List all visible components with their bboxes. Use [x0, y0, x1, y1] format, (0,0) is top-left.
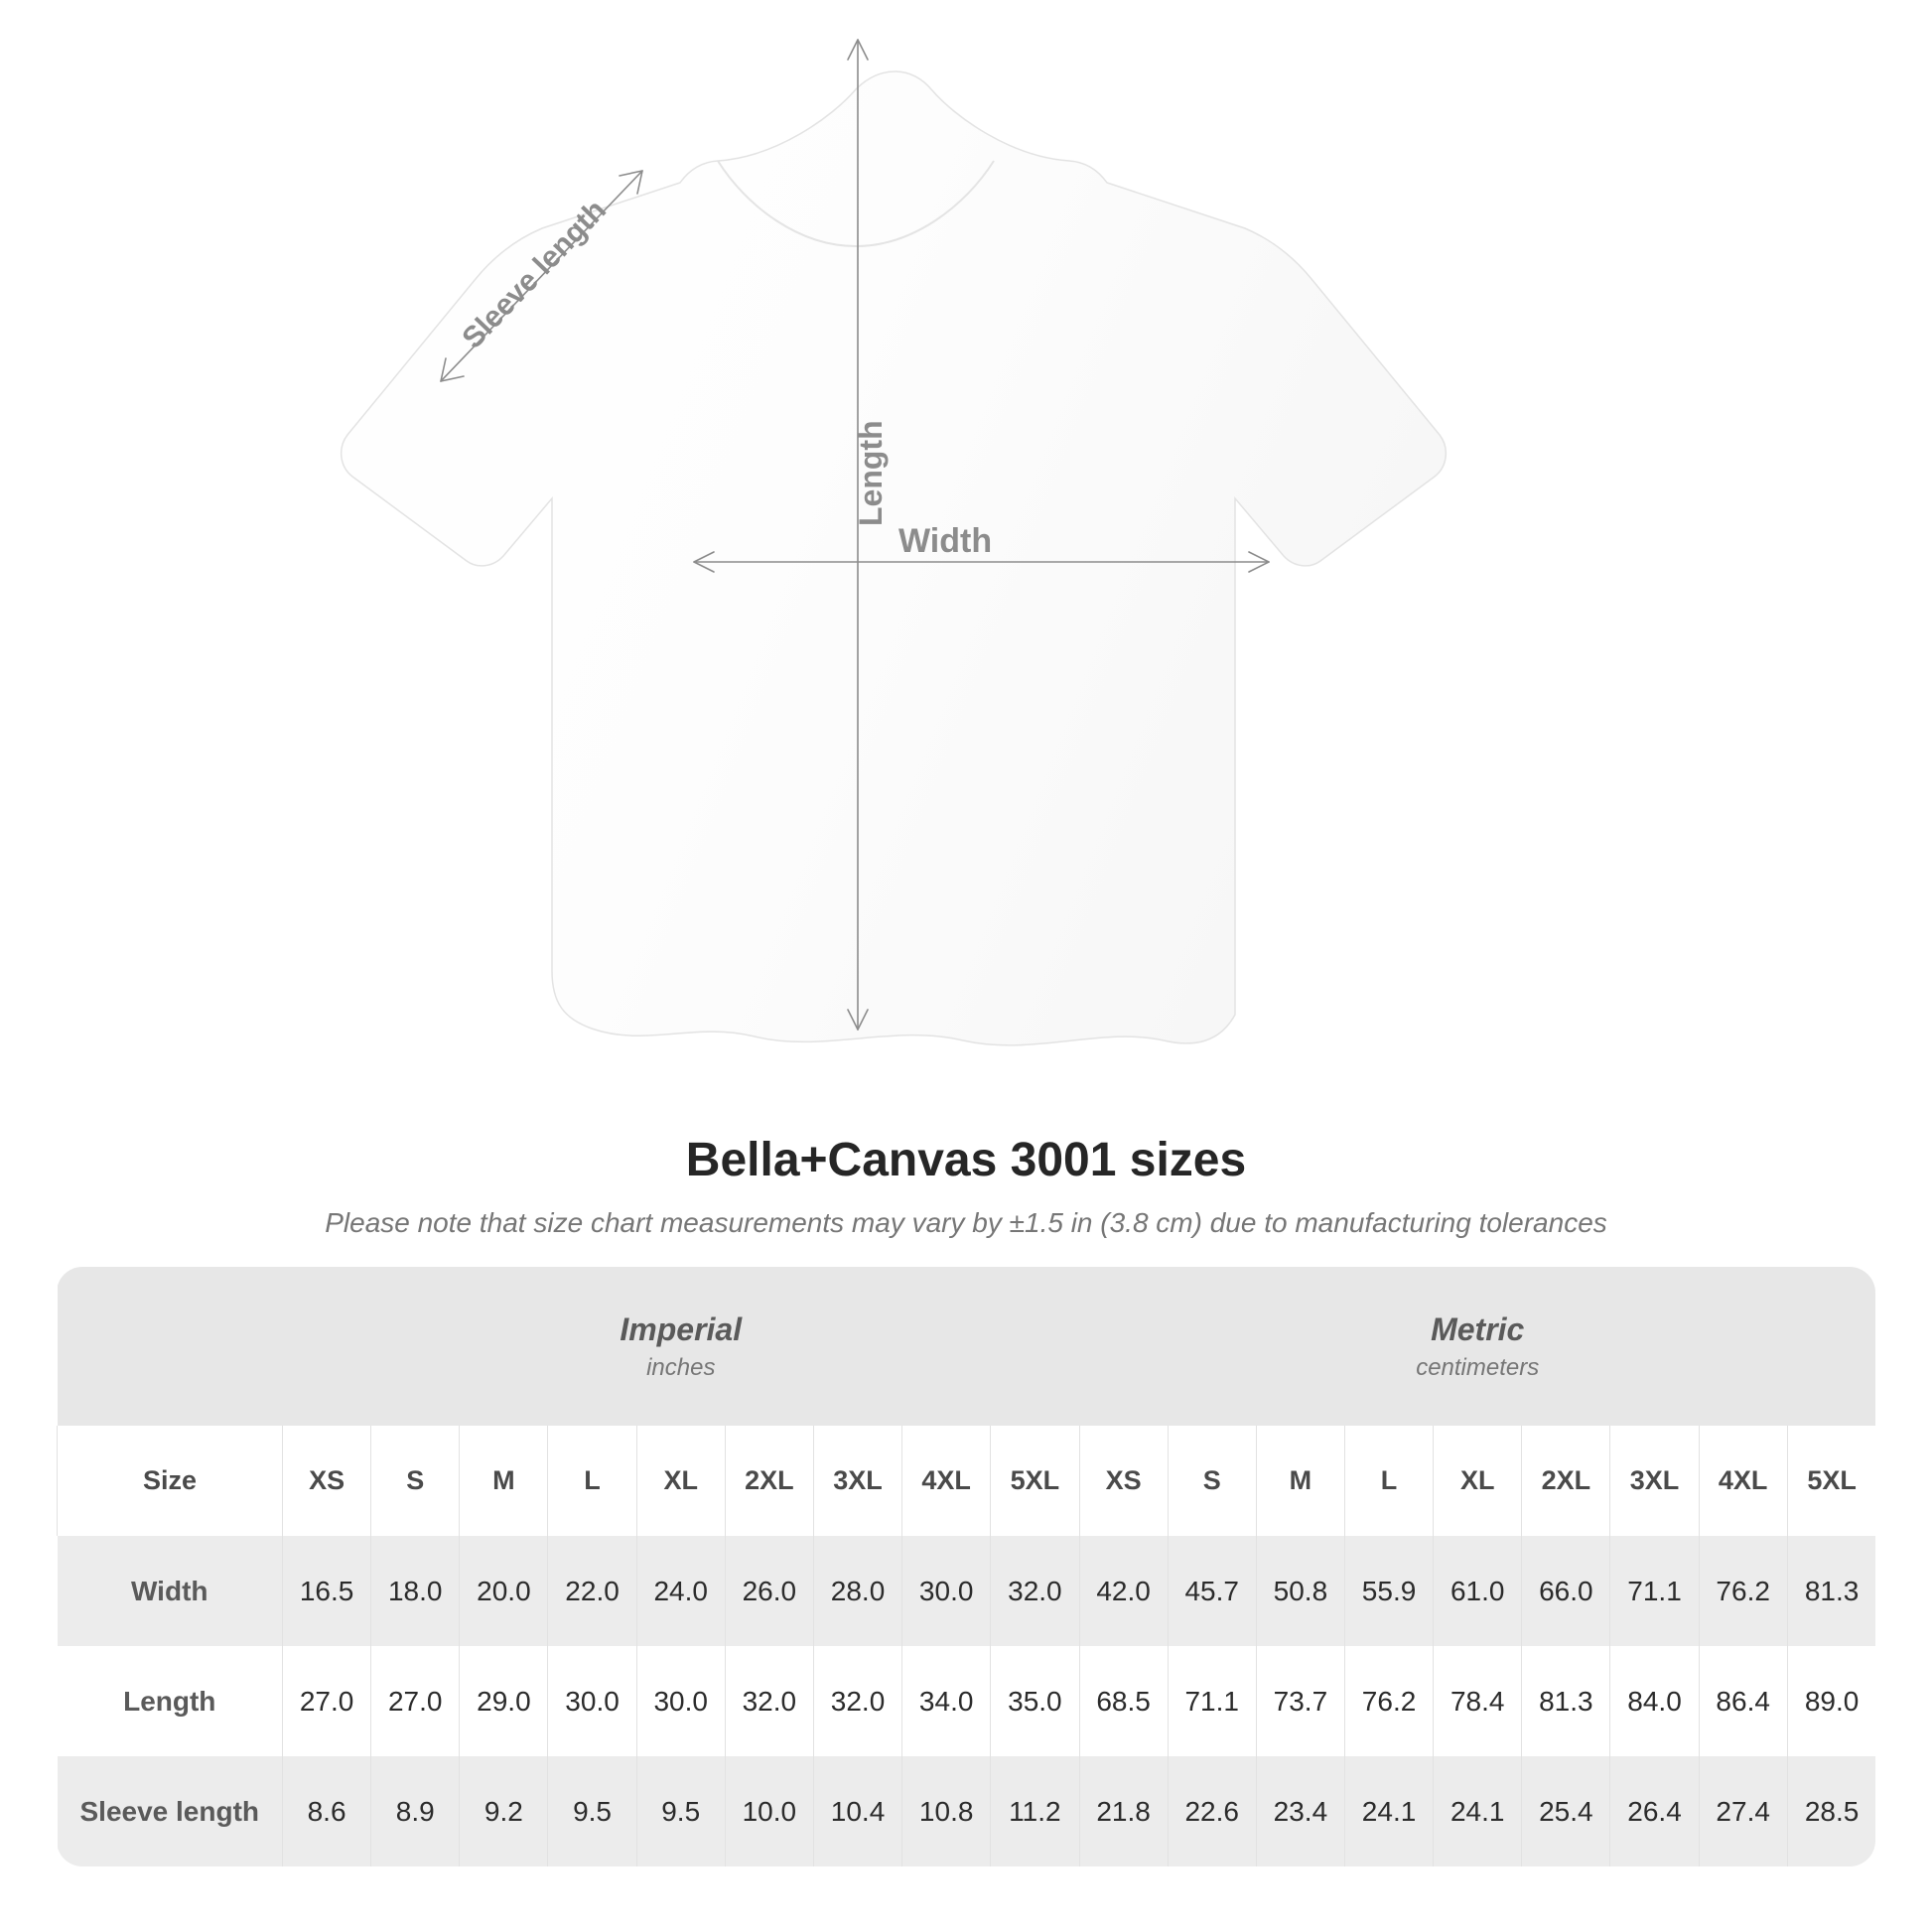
svg-text:Length: Length	[853, 420, 889, 526]
svg-text:Width: Width	[898, 522, 992, 560]
